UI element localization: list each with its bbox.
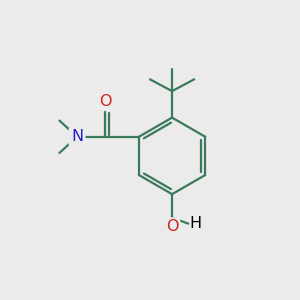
Text: O: O	[166, 219, 178, 234]
Text: N: N	[71, 129, 83, 144]
Text: H: H	[190, 216, 202, 231]
Text: O: O	[99, 94, 111, 110]
